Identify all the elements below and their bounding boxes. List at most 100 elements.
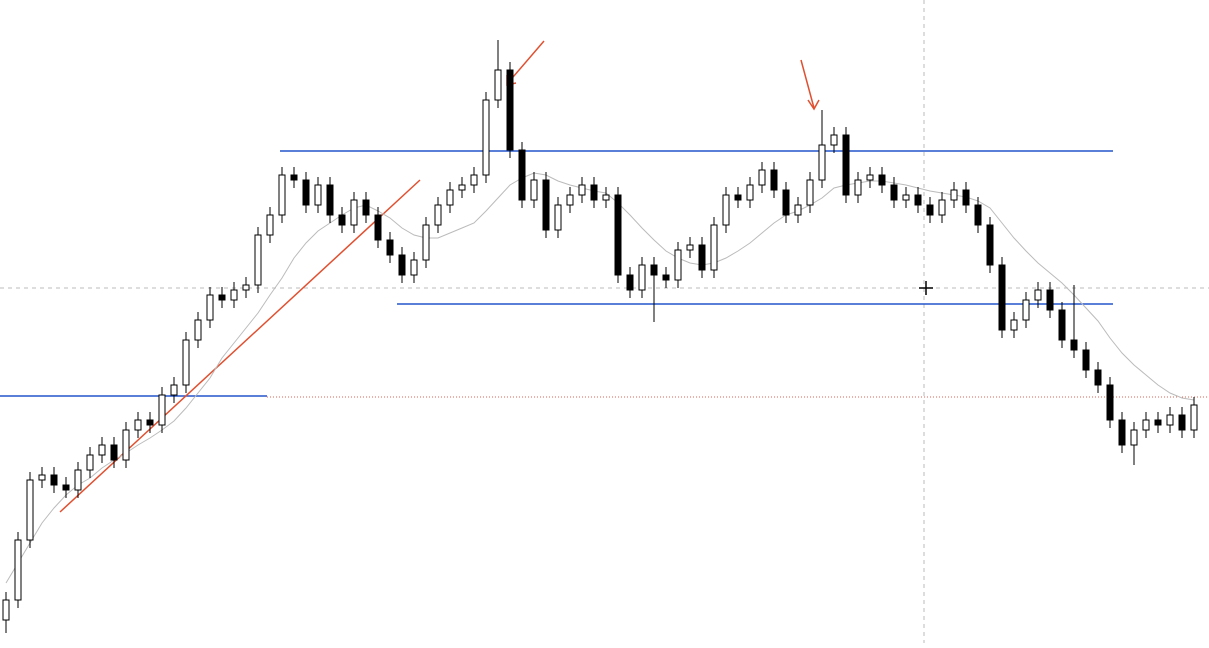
candle-body <box>1118 419 1126 446</box>
candle-body <box>806 179 814 206</box>
candle-body <box>194 319 202 341</box>
candle-body <box>854 179 862 196</box>
candle-body <box>146 419 154 426</box>
candle-body <box>314 184 322 206</box>
candle-body <box>302 179 310 206</box>
candle-body <box>386 239 394 256</box>
candle-body <box>110 444 118 461</box>
candle-body <box>1106 384 1114 421</box>
cursor <box>919 281 933 295</box>
candle-body <box>122 429 130 461</box>
candle-body <box>62 484 70 491</box>
candle-body <box>1094 369 1102 386</box>
candle-body <box>182 339 190 386</box>
candle-body <box>914 194 922 206</box>
candle-body <box>50 474 58 486</box>
candle-body <box>710 224 718 271</box>
candle-body <box>926 204 934 216</box>
candle-body <box>578 184 586 196</box>
candle-body <box>1082 349 1090 371</box>
candle-body <box>446 189 454 206</box>
candle-body <box>1070 339 1078 351</box>
candle-body <box>278 174 286 216</box>
candle-body <box>1046 289 1054 311</box>
candle-body <box>1166 414 1174 426</box>
candle-body <box>614 194 622 276</box>
candle-body <box>542 179 550 231</box>
candle-body <box>290 174 298 181</box>
candle-body <box>590 184 598 201</box>
candle-body <box>722 194 730 226</box>
arrow-head <box>807 99 820 111</box>
candle-body <box>986 224 994 266</box>
candle-body <box>458 184 466 191</box>
arrow <box>800 59 815 109</box>
candle-body <box>170 384 178 396</box>
candle-body <box>902 194 910 201</box>
candle-body <box>326 184 334 216</box>
candle-body <box>14 539 22 601</box>
candle-body <box>938 199 946 216</box>
candle-body <box>554 204 562 231</box>
candle-body <box>626 274 634 291</box>
candle-body <box>842 134 850 196</box>
candle-body <box>506 69 514 151</box>
candle-body <box>374 214 382 241</box>
candle-body <box>998 264 1006 331</box>
candle-body <box>746 184 754 201</box>
candle-body <box>482 99 490 176</box>
candle-body <box>266 214 274 236</box>
candle-body <box>650 264 658 276</box>
candle-body <box>434 204 442 226</box>
candle-body <box>530 179 538 201</box>
candle-body <box>98 444 106 456</box>
candle-body <box>602 194 610 201</box>
candle-body <box>1142 419 1150 431</box>
candle-body <box>1010 319 1018 331</box>
candle-body <box>518 149 526 201</box>
candle-body <box>878 174 886 186</box>
candle-body <box>1058 309 1066 341</box>
candle-body <box>734 194 742 201</box>
candle-body <box>770 169 778 191</box>
candle-body <box>794 204 802 216</box>
candle-body <box>1154 419 1162 426</box>
candle-body <box>1130 429 1138 446</box>
candle-body <box>1178 414 1186 431</box>
candle-body <box>1022 299 1030 321</box>
candle-body <box>962 189 970 206</box>
candle-body <box>566 194 574 206</box>
candle-body <box>398 254 406 276</box>
candle-body <box>890 184 898 201</box>
candle-body <box>686 244 694 251</box>
candle-body <box>230 289 238 301</box>
candle-body <box>206 294 214 321</box>
candle-body <box>2 599 10 621</box>
candle-body <box>218 294 226 301</box>
candle-body <box>254 234 262 286</box>
candle-body <box>1034 289 1042 301</box>
candle-body <box>74 469 82 491</box>
candle-body <box>38 474 46 481</box>
candle-body <box>422 224 430 261</box>
candle-body <box>470 174 478 186</box>
candle-body <box>350 199 358 226</box>
candle-body <box>698 244 706 271</box>
arrows <box>506 40 820 111</box>
candle-body <box>494 69 502 101</box>
candle-body <box>362 199 370 216</box>
candle-body <box>866 174 874 181</box>
candle-body <box>818 144 826 181</box>
candle-body <box>974 204 982 226</box>
moving-average <box>5 172 1195 584</box>
candle-body <box>158 394 166 426</box>
candle-body <box>1190 404 1198 431</box>
candle-body <box>782 189 790 216</box>
candle-body <box>758 169 766 186</box>
candle-body <box>830 134 838 146</box>
candle-body <box>410 259 418 276</box>
candle-body <box>950 189 958 201</box>
candle-body <box>662 274 670 281</box>
candle-body <box>338 214 346 226</box>
